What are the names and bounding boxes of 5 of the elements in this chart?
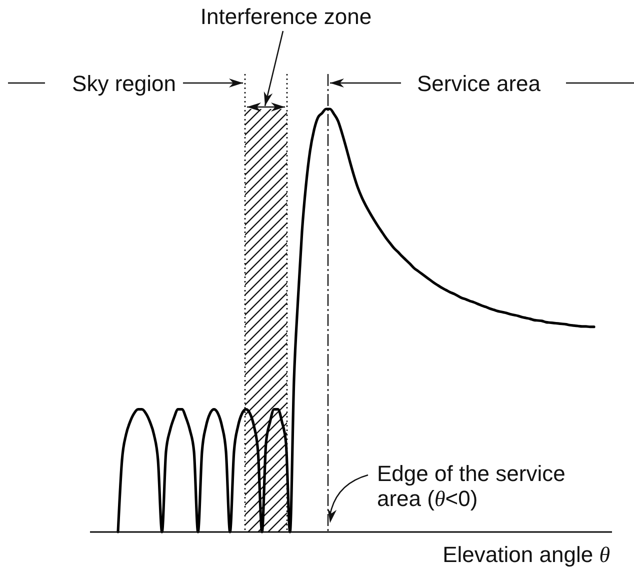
annotation: Edge of the service area (θ<0) bbox=[377, 461, 566, 511]
text: Interference zone bbox=[200, 4, 372, 29]
x-axis-title: Elevation angle θ bbox=[442, 542, 610, 567]
text: Service area bbox=[417, 71, 542, 96]
text: Sky region bbox=[72, 71, 176, 96]
